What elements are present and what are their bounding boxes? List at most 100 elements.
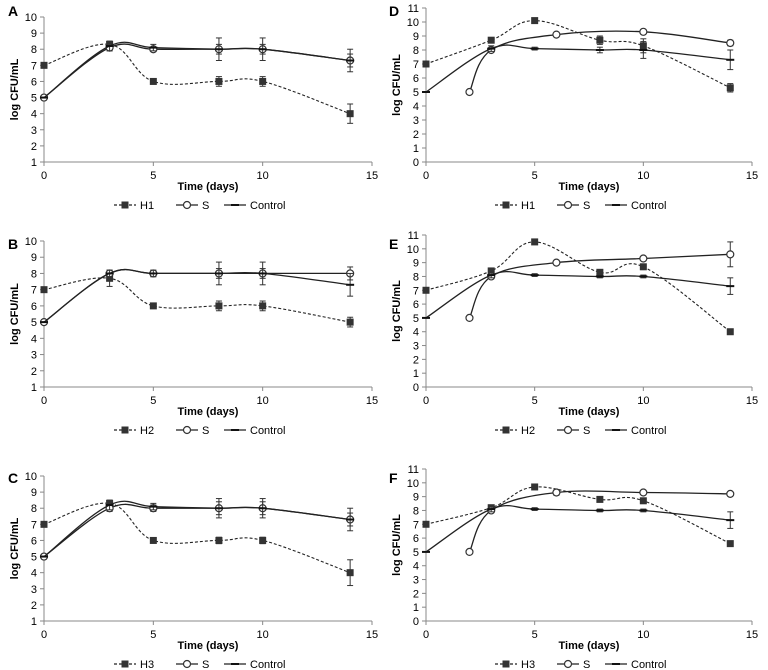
y-tick-label: 5 (31, 317, 37, 329)
x-tick-label: 0 (41, 170, 47, 182)
series-h2 (40, 269, 354, 328)
legend-label: S (583, 200, 590, 212)
y-tick-label: 4 (413, 101, 419, 113)
y-tick-label: 7 (413, 519, 419, 531)
series-line (43, 503, 351, 558)
x-tick-label: 5 (150, 395, 156, 407)
y-tick-label: 3 (31, 125, 37, 137)
legend: H1 S Control (495, 200, 666, 212)
x-axis-label: Time (days) (178, 181, 239, 193)
series-line (43, 43, 351, 115)
series-line (425, 486, 731, 545)
legend: H1 S Control (114, 200, 285, 212)
legend-label: Control (631, 659, 666, 670)
series-line (43, 268, 351, 323)
y-tick-label: 5 (31, 93, 37, 105)
y-axis-label: log CFU/mL (9, 517, 21, 579)
y-tick-label: 3 (31, 584, 37, 596)
y-tick-label: 8 (31, 268, 37, 280)
y-axis-label: log CFU/mL (391, 54, 403, 116)
x-tick-label: 5 (532, 629, 538, 641)
y-tick-label: 6 (413, 533, 419, 545)
y-tick-label: 9 (413, 258, 419, 270)
data-point (259, 77, 267, 85)
series-control (422, 41, 735, 93)
y-tick-label: 7 (31, 285, 37, 297)
legend-swatch-marker (182, 425, 192, 435)
x-tick-label: 0 (41, 629, 47, 641)
panel-label: C (8, 470, 18, 486)
y-tick-label: 1 (413, 143, 419, 155)
y-tick-label: 10 (407, 478, 419, 490)
y-tick-label: 0 (413, 616, 419, 628)
legend-label: H2 (521, 425, 535, 437)
data-point (106, 274, 114, 282)
y-tick-label: 8 (413, 505, 419, 517)
data-point (531, 483, 539, 491)
data-point (639, 254, 648, 263)
legend-label: H2 (140, 425, 154, 437)
series-s (39, 43, 355, 102)
panel-label: E (389, 236, 398, 252)
y-tick-label: 8 (413, 45, 419, 57)
y-tick-label: 8 (413, 271, 419, 283)
panel-label: F (389, 470, 398, 486)
legend-label: S (202, 200, 209, 212)
y-axis-label: log CFU/mL (391, 514, 403, 576)
data-point (422, 520, 430, 528)
y-tick-label: 7 (31, 60, 37, 72)
data-point (596, 36, 604, 44)
legend-label: Control (250, 425, 285, 437)
data-point (346, 318, 354, 326)
series-control (422, 504, 735, 553)
legend-swatch-marker (502, 660, 510, 668)
x-tick-label: 15 (746, 170, 758, 182)
data-point (726, 540, 734, 548)
y-tick-label: 2 (413, 588, 419, 600)
legend-swatch-marker (502, 426, 510, 434)
series-line (43, 502, 351, 574)
data-point (40, 520, 48, 528)
legend: H3 S Control (114, 659, 285, 670)
x-tick-label: 10 (637, 170, 649, 182)
series-line (43, 43, 351, 99)
x-axis-label: Time (days) (559, 181, 620, 193)
y-tick-label: 1 (31, 616, 37, 628)
legend-label: S (202, 659, 209, 670)
series-s (39, 501, 355, 561)
data-point (531, 238, 539, 246)
series-line (468, 490, 731, 553)
data-point (259, 536, 267, 544)
data-point (552, 30, 561, 39)
series-line (425, 44, 731, 93)
x-tick-label: 5 (532, 395, 538, 407)
y-tick-label: 5 (31, 552, 37, 564)
panel-label: B (8, 236, 18, 252)
series-line (43, 268, 351, 323)
legend-label: Control (631, 200, 666, 212)
series-control (40, 261, 355, 324)
series-line (468, 253, 731, 319)
panel-label: D (389, 3, 399, 19)
y-tick-label: 0 (413, 382, 419, 394)
data-point (487, 267, 495, 275)
y-tick-label: 10 (25, 236, 37, 248)
legend-label: H1 (140, 200, 154, 212)
x-axis-label: Time (days) (559, 406, 620, 418)
y-tick-label: 2 (413, 354, 419, 366)
panel-b: B 1 2 3 4 5 6 7 8 9 10 0 5 10 15 log CFU/mL Time (days) H… (8, 236, 378, 437)
legend: H3 S Control (495, 659, 666, 670)
y-axis-label: log CFU/mL (9, 58, 21, 120)
legend-swatch-marker (182, 200, 192, 210)
panel-label: A (8, 3, 18, 19)
panel-d: D 0 1 2 3 4 5 6 7 8 9 10 11 0 5 10 15 log CFU/mL Time (day… (389, 3, 758, 212)
legend-label: S (583, 659, 590, 670)
panel-a: A 1 2 3 4 5 6 7 8 9 10 0 5 10 15 log CFU/mL Time (days) H… (8, 3, 378, 212)
x-axis-label: Time (days) (178, 406, 239, 418)
x-tick-label: 15 (366, 395, 378, 407)
x-tick-label: 0 (41, 395, 47, 407)
data-point (149, 302, 157, 310)
panel-c: C 1 2 3 4 5 6 7 8 9 10 0 5 10 15 log CFU/mL Time (days) H… (8, 470, 378, 670)
y-tick-label: 8 (31, 503, 37, 515)
